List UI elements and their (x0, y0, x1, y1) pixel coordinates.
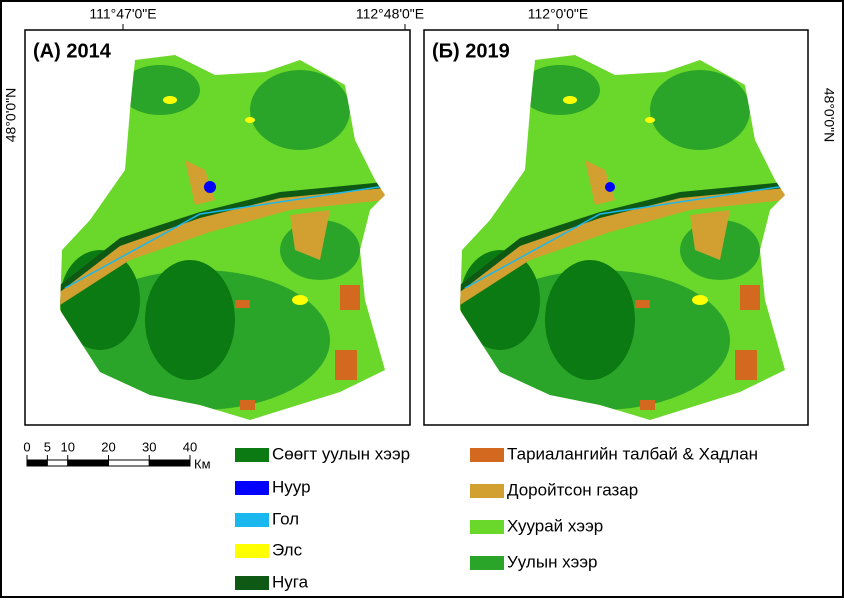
legend-swatch (470, 520, 504, 534)
legend-swatch (235, 513, 269, 527)
legend-swatch (470, 556, 504, 570)
legend-swatch (235, 576, 269, 590)
legend-swatch (235, 481, 269, 495)
scale-bar: 0 5 10 20 30 40 Км (23, 439, 210, 471)
legend-label: Нуга (272, 572, 309, 591)
legend-swatch (235, 448, 269, 462)
legend-label: Доройтсон газар (507, 480, 638, 499)
panel-title: (Б) 2019 (432, 40, 510, 62)
legend-label: Тариалангийн талбай & Хадлан (507, 444, 758, 463)
coord-label: 48°0'0"N (3, 88, 19, 143)
scale-segment (26, 459, 48, 467)
scale-label: 20 (101, 439, 115, 454)
legend-swatch (470, 484, 504, 498)
legend-label: Уулын хээр (507, 552, 597, 571)
panel-title: (А) 2014 (33, 40, 112, 62)
coord-label: 112°0'0"E (528, 6, 588, 22)
legend-label: Сөөгт уулын хээр (272, 444, 410, 463)
scale-segment (148, 459, 191, 467)
scale-segment (46, 459, 69, 467)
legend: Сөөгт уулын хээр Нуур Гол Элс Нуга Тариаланги… (235, 444, 758, 591)
coord-label: 111°47'0"E (89, 6, 156, 22)
scale-segment (67, 459, 109, 467)
scale-label: 30 (142, 439, 156, 454)
legend-label: Нуур (272, 477, 311, 496)
scale-label: 10 (61, 439, 75, 454)
scale-label: 40 (183, 439, 197, 454)
scale-segment (108, 459, 150, 467)
scale-label: 5 (44, 439, 51, 454)
lake (605, 182, 615, 192)
coord-label: 112°48'0"E (356, 6, 424, 22)
lake (204, 181, 216, 193)
legend-label: Хуурай хээр (507, 516, 603, 535)
legend-swatch (470, 448, 504, 462)
legend-label: Гол (272, 509, 299, 528)
coord-label: 48°0'0"N (821, 88, 837, 143)
scale-label: 0 (23, 439, 30, 454)
legend-swatch (235, 544, 269, 558)
scale-unit: Км (194, 456, 211, 471)
legend-label: Элс (272, 540, 303, 559)
